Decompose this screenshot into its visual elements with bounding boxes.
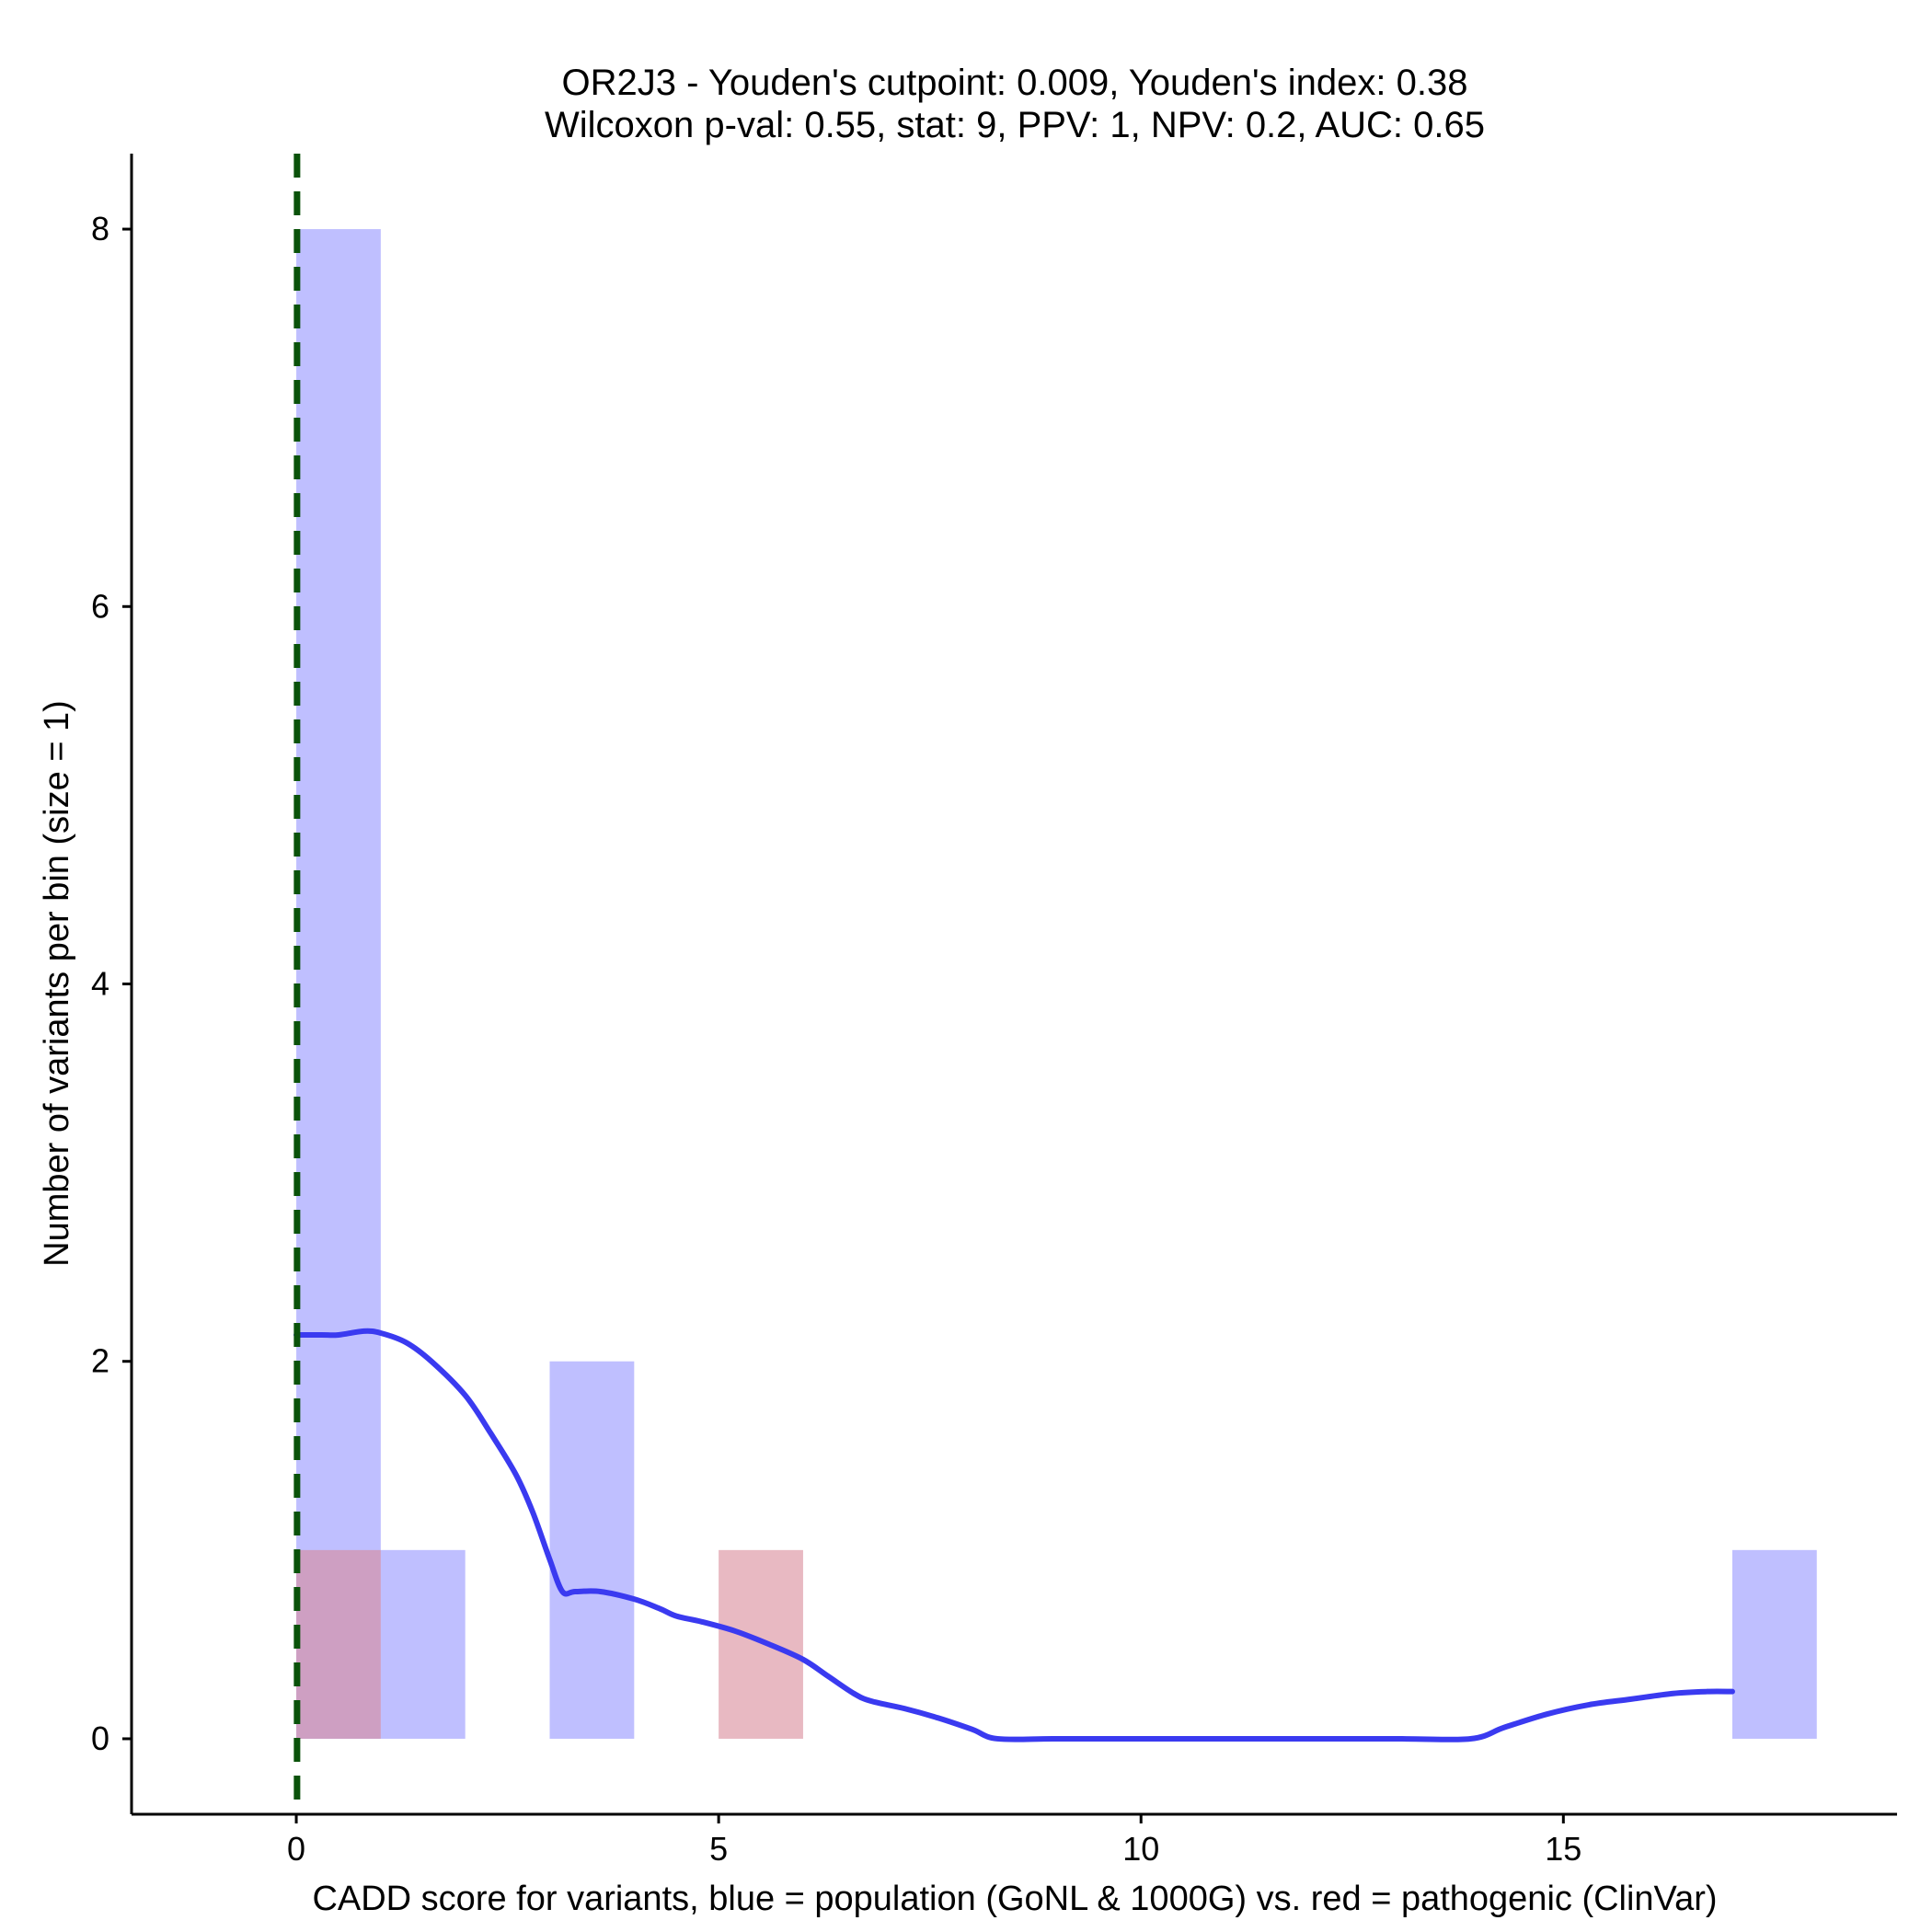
- x-tick-label-3: 15: [1545, 1830, 1581, 1868]
- population-bars: [296, 229, 1817, 1739]
- x-tick-label-1: 5: [709, 1830, 728, 1868]
- x-axis-ticks: 0 5 10 15: [287, 1814, 1581, 1868]
- pathogenic-bar-0: [296, 1549, 381, 1739]
- population-bar-1: [380, 1549, 466, 1739]
- x-tick-label-0: 0: [287, 1830, 305, 1868]
- chart-title-line-2: Wilcoxon p-val: 0.55, stat: 9, PPV: 1, N…: [545, 105, 1485, 145]
- y-tick-label-3: 6: [91, 587, 109, 625]
- pathogenic-bar-1: [719, 1549, 803, 1739]
- chart-title: OR2J3 - Youden's cutpoint: 0.009, Youden…: [545, 63, 1485, 145]
- population-bar-0: [296, 229, 381, 1739]
- y-tick-label-1: 2: [91, 1342, 109, 1380]
- population-bar-3: [1731, 1549, 1817, 1739]
- y-axis-label: Number of variants per bin (size = 1): [38, 700, 76, 1267]
- density-curve-group: [293, 1328, 1735, 1742]
- chart-title-line-1: OR2J3 - Youden's cutpoint: 0.009, Youden…: [562, 63, 1468, 103]
- y-tick-label-2: 4: [91, 965, 109, 1003]
- pathogenic-bars: [296, 1549, 803, 1739]
- y-tick-label-4: 8: [91, 210, 109, 247]
- x-axis-label: CADD score for variants, blue = populati…: [312, 1880, 1717, 1918]
- population-bar-2: [549, 1361, 635, 1739]
- x-tick-label-2: 10: [1122, 1830, 1159, 1868]
- y-tick-label-0: 0: [91, 1719, 109, 1757]
- y-axis-ticks: 0 2 4 6 8: [91, 210, 132, 1757]
- density-curve: [293, 1328, 1735, 1742]
